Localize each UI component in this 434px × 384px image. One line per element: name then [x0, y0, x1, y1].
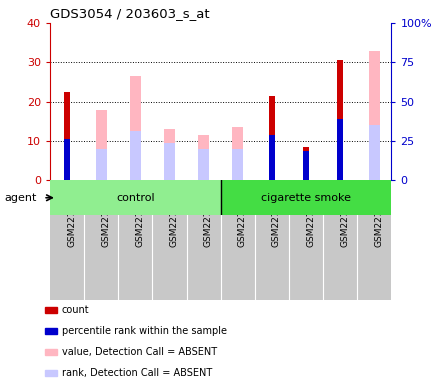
Bar — [368, 125, 379, 180]
Bar — [164, 129, 174, 180]
Bar — [322, 215, 357, 300]
Bar — [336, 60, 342, 180]
Bar — [220, 215, 254, 300]
Bar — [64, 92, 70, 180]
Bar — [289, 215, 322, 300]
Bar — [130, 131, 141, 180]
Bar — [268, 135, 274, 180]
Bar — [164, 143, 174, 180]
Text: GSM227866: GSM227866 — [169, 192, 178, 247]
Text: GSM227858: GSM227858 — [67, 192, 76, 247]
Bar — [232, 149, 243, 180]
Text: GSM227859: GSM227859 — [101, 192, 110, 247]
Bar — [45, 328, 56, 334]
Bar — [50, 215, 84, 300]
Bar — [95, 109, 106, 180]
Text: GDS3054 / 203603_s_at: GDS3054 / 203603_s_at — [50, 7, 209, 20]
Bar — [198, 135, 209, 180]
Bar — [268, 96, 274, 180]
Text: GSM227862: GSM227862 — [271, 192, 280, 247]
Bar — [84, 215, 118, 300]
Bar — [302, 151, 309, 180]
Text: GSM227863: GSM227863 — [306, 192, 314, 247]
Text: GSM227860: GSM227860 — [135, 192, 144, 247]
Bar — [232, 127, 243, 180]
Bar — [198, 149, 209, 180]
Text: GSM227861: GSM227861 — [237, 192, 246, 247]
Bar — [152, 215, 186, 300]
Bar — [45, 371, 56, 376]
Text: rank, Detection Call = ABSENT: rank, Detection Call = ABSENT — [62, 368, 212, 379]
Bar — [64, 139, 70, 180]
Bar — [357, 215, 391, 300]
Bar — [118, 215, 152, 300]
Bar — [220, 180, 391, 215]
Bar — [186, 215, 220, 300]
Bar — [368, 51, 379, 180]
Text: GSM227867: GSM227867 — [203, 192, 212, 247]
Text: percentile rank within the sample: percentile rank within the sample — [62, 326, 227, 336]
Bar — [336, 119, 342, 180]
Text: value, Detection Call = ABSENT: value, Detection Call = ABSENT — [62, 347, 217, 358]
Text: GSM227864: GSM227864 — [339, 192, 349, 247]
Text: agent: agent — [4, 193, 36, 203]
Bar — [302, 147, 309, 180]
Bar — [254, 215, 289, 300]
Bar — [45, 307, 56, 313]
Bar — [95, 149, 106, 180]
Bar — [50, 180, 220, 215]
Bar — [130, 76, 141, 180]
Text: cigarette smoke: cigarette smoke — [260, 193, 350, 203]
Text: GSM227865: GSM227865 — [374, 192, 382, 247]
Text: count: count — [62, 305, 89, 315]
Text: control: control — [116, 193, 155, 203]
Bar — [45, 349, 56, 355]
